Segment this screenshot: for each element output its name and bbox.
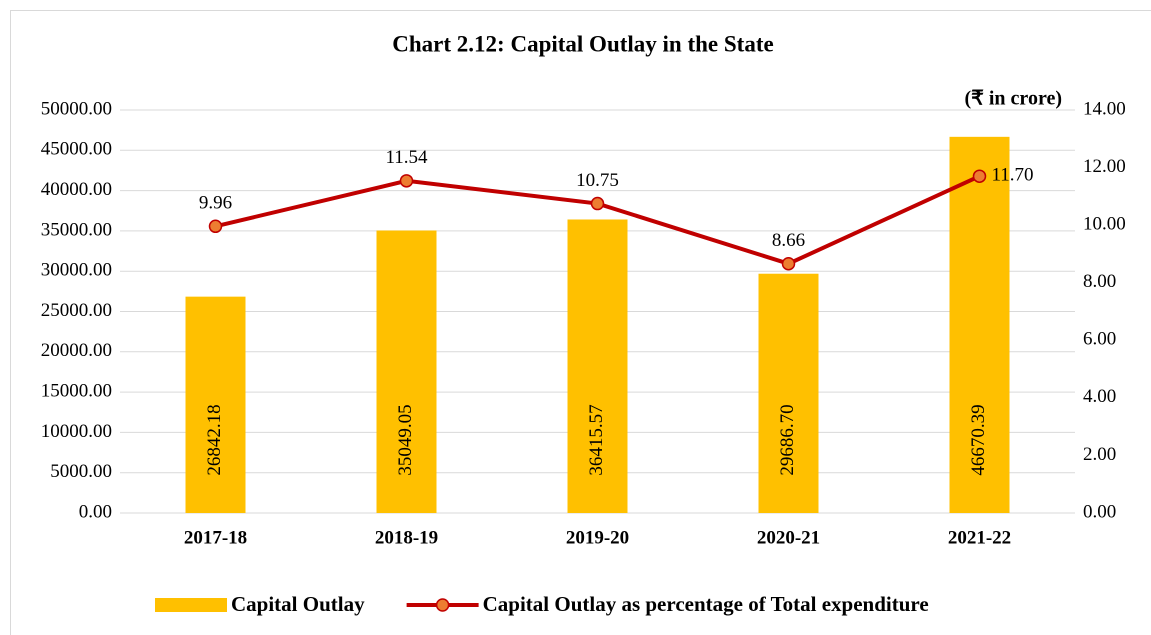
- line-marker: [208, 219, 223, 234]
- legend-swatch: [155, 598, 227, 612]
- y2-tick-label: 6.00: [1083, 329, 1116, 350]
- line-value-label: 11.70: [992, 165, 1034, 186]
- y2-tick-label: 8.00: [1083, 271, 1116, 292]
- line-marker: [781, 256, 796, 271]
- x-tick-label: 2017-18: [184, 527, 247, 548]
- legend-marker: [435, 598, 450, 612]
- y-tick-label: 20000.00: [41, 340, 112, 361]
- line-marker: [590, 196, 605, 211]
- line-marker: [399, 174, 414, 188]
- bar: [376, 230, 437, 514]
- y2-tick-label: 0.00: [1083, 501, 1116, 522]
- y-tick-label: 10000.00: [41, 421, 112, 442]
- bar-value-label: 29686.70: [777, 404, 798, 475]
- chart-border: [10, 10, 1151, 635]
- line-value-label: 11.54: [385, 147, 428, 168]
- y-tick-label: 45000.00: [41, 139, 112, 160]
- y-tick-label: 15000.00: [41, 380, 112, 401]
- line-value-label: 8.66: [772, 230, 805, 251]
- x-tick-label: 2018-19: [375, 527, 438, 548]
- bar: [567, 219, 628, 513]
- chart-subtitle: (₹ in crore): [964, 88, 1062, 110]
- chart-title: Chart 2.12: Capital Outlay in the State: [392, 31, 773, 56]
- y-tick-label: 5000.00: [50, 461, 112, 482]
- y2-tick-label: 10.00: [1083, 214, 1126, 235]
- y-tick-label: 50000.00: [41, 98, 112, 119]
- x-tick-label: 2021-22: [948, 527, 1011, 548]
- bar: [949, 136, 1010, 513]
- x-tick-label: 2020-21: [757, 527, 820, 548]
- y2-tick-label: 14.00: [1083, 98, 1126, 119]
- bar-value-label: 36415.57: [586, 404, 607, 475]
- line-value-label: 10.75: [576, 170, 619, 191]
- line-value-label: 9.96: [199, 193, 232, 214]
- bar-value-label: 46670.39: [968, 404, 989, 475]
- bar-value-label: 26842.18: [204, 404, 225, 475]
- y-tick-label: 35000.00: [41, 219, 112, 240]
- y2-tick-label: 2.00: [1083, 444, 1116, 465]
- legend-label: Capital Outlay as percentage of Total ex…: [483, 592, 929, 616]
- bar-value-label: 35049.05: [395, 404, 416, 475]
- y2-tick-label: 12.00: [1083, 156, 1126, 177]
- y-tick-label: 0.00: [79, 501, 112, 522]
- line-marker: [972, 169, 987, 183]
- x-tick-label: 2019-20: [566, 527, 629, 548]
- y-tick-label: 25000.00: [41, 300, 112, 321]
- y-tick-label: 30000.00: [41, 260, 112, 281]
- bar: [185, 296, 246, 513]
- y2-tick-label: 4.00: [1083, 386, 1116, 407]
- bar: [758, 273, 819, 513]
- y-tick-label: 40000.00: [41, 179, 112, 200]
- legend-label: Capital Outlay: [231, 592, 365, 616]
